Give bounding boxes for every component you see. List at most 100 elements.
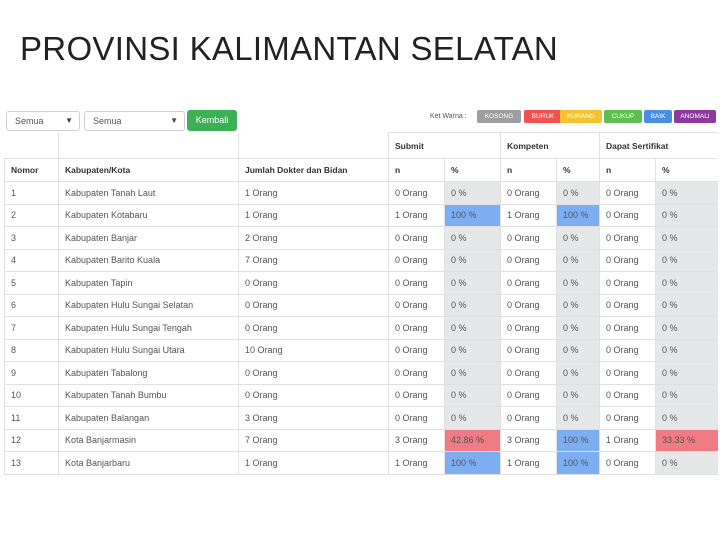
legend-label: Ket Warna : bbox=[430, 113, 467, 120]
submit-pct-cell: 0 % bbox=[444, 316, 501, 340]
column-header-submit-pct[interactable]: % bbox=[444, 158, 501, 182]
filter-select-1-value: Semua bbox=[15, 116, 44, 126]
jumlah-cell: 0 Orang bbox=[238, 271, 389, 295]
submit-n-cell: 0 Orang bbox=[388, 271, 445, 295]
sertifikat-n-cell: 0 Orang bbox=[599, 451, 656, 475]
kabupaten-name: Kabupaten Tanah Laut bbox=[58, 181, 239, 205]
table-row: 3 Kabupaten Banjar 2 Orang 0 Orang 0 % 0… bbox=[4, 226, 718, 250]
sertifikat-n-cell: 0 Orang bbox=[599, 226, 656, 250]
submit-pct-cell: 42.86 % bbox=[444, 428, 501, 452]
kabupaten-name: Kabupaten Balangan bbox=[58, 406, 239, 430]
group-header-sertifikat: Dapat Sertifikat bbox=[598, 132, 718, 159]
chevron-down-icon: ▼ bbox=[65, 116, 73, 125]
chevron-down-icon: ▼ bbox=[170, 116, 178, 125]
submit-pct-cell: 0 % bbox=[444, 361, 501, 385]
sertifikat-pct-cell: 0 % bbox=[654, 203, 718, 227]
sertifikat-n-cell: 0 Orang bbox=[599, 203, 656, 227]
kabupaten-name: Kabupaten Hulu Sungai Tengah bbox=[58, 316, 239, 340]
row-number: 5 bbox=[4, 271, 59, 295]
filter-select-1[interactable]: Semua ▼ bbox=[6, 111, 80, 131]
empty-header bbox=[58, 132, 239, 159]
kompeten-pct-cell: 0 % bbox=[556, 226, 600, 250]
sertifikat-n-cell: 0 Orang bbox=[599, 316, 656, 340]
column-header-kabupaten[interactable]: Kabupaten/Kota bbox=[58, 158, 239, 182]
kabupaten-name: Kabupaten Kotabaru bbox=[58, 203, 239, 227]
group-header-submit: Submit bbox=[388, 132, 501, 159]
kompeten-n-cell: 0 Orang bbox=[500, 271, 557, 295]
kabupaten-name: Kabupaten Tapin bbox=[58, 271, 239, 295]
sertifikat-pct-cell: 0 % bbox=[654, 338, 718, 362]
column-header-kompeten-n[interactable]: n bbox=[500, 158, 557, 182]
kompeten-pct-cell: 0 % bbox=[556, 361, 600, 385]
table-row: 1 Kabupaten Tanah Laut 1 Orang 0 Orang 0… bbox=[4, 181, 718, 205]
table-row: 9 Kabupaten Tabalong 0 Orang 0 Orang 0 %… bbox=[4, 361, 718, 385]
kabupaten-name: Kota Banjarbaru bbox=[58, 451, 239, 475]
kompeten-n-cell: 0 Orang bbox=[500, 361, 557, 385]
row-number: 2 bbox=[4, 203, 59, 227]
sertifikat-pct-cell: 0 % bbox=[654, 451, 718, 475]
submit-pct-cell: 0 % bbox=[444, 293, 501, 317]
kabupaten-name: Kabupaten Hulu Sungai Selatan bbox=[58, 293, 239, 317]
sertifikat-n-cell: 0 Orang bbox=[599, 248, 656, 272]
row-number: 3 bbox=[4, 226, 59, 250]
kompeten-n-cell: 0 Orang bbox=[500, 383, 557, 407]
sertifikat-pct-cell: 0 % bbox=[654, 361, 718, 385]
sertifikat-n-cell: 0 Orang bbox=[599, 338, 656, 362]
jumlah-cell: 10 Orang bbox=[238, 338, 389, 362]
submit-pct-cell: 0 % bbox=[444, 181, 501, 205]
kompeten-pct-cell: 100 % bbox=[556, 451, 600, 475]
submit-n-cell: 1 Orang bbox=[388, 203, 445, 227]
jumlah-cell: 3 Orang bbox=[238, 406, 389, 430]
table-row: 11 Kabupaten Balangan 3 Orang 0 Orang 0 … bbox=[4, 406, 718, 430]
dashboard-screenshot: Semua ▼ Semua ▼ Kembali Ket Warna : KOSO… bbox=[4, 104, 718, 492]
column-header-sertifikat-pct[interactable]: % bbox=[654, 158, 718, 182]
table-row: 7 Kabupaten Hulu Sungai Tengah 0 Orang 0… bbox=[4, 316, 718, 340]
table-row: 8 Kabupaten Hulu Sungai Utara 10 Orang 0… bbox=[4, 338, 718, 362]
column-header-row: Nomor Kabupaten/Kota Jumlah Dokter dan B… bbox=[4, 158, 718, 182]
kabupaten-name: Kota Banjarmasin bbox=[58, 428, 239, 452]
submit-pct-cell: 0 % bbox=[444, 383, 501, 407]
sertifikat-pct-cell: 0 % bbox=[654, 226, 718, 250]
sertifikat-n-cell: 0 Orang bbox=[599, 383, 656, 407]
row-number: 9 bbox=[4, 361, 59, 385]
legend-buruk: BURUK bbox=[524, 110, 562, 123]
kompeten-n-cell: 0 Orang bbox=[500, 293, 557, 317]
kompeten-pct-cell: 0 % bbox=[556, 406, 600, 430]
filter-select-2[interactable]: Semua ▼ bbox=[84, 111, 185, 131]
kompeten-pct-cell: 0 % bbox=[556, 248, 600, 272]
group-header-row: Submit Kompeten Dapat Sertifikat bbox=[4, 132, 718, 159]
kabupaten-name: Kabupaten Barito Kuala bbox=[58, 248, 239, 272]
submit-n-cell: 0 Orang bbox=[388, 361, 445, 385]
slide-title: PROVINSI KALIMANTAN SELATAN bbox=[20, 30, 559, 67]
column-header-nomor[interactable]: Nomor bbox=[4, 158, 59, 182]
column-header-sertifikat-n[interactable]: n bbox=[599, 158, 656, 182]
column-header-jumlah[interactable]: Jumlah Dokter dan Bidan bbox=[238, 158, 389, 182]
back-button[interactable]: Kembali bbox=[187, 110, 237, 131]
table-row: 4 Kabupaten Barito Kuala 7 Orang 0 Orang… bbox=[4, 248, 718, 272]
group-header-kompeten: Kompeten bbox=[500, 132, 600, 159]
kompeten-n-cell: 0 Orang bbox=[500, 248, 557, 272]
kabupaten-name: Kabupaten Tabalong bbox=[58, 361, 239, 385]
kompeten-n-cell: 1 Orang bbox=[500, 203, 557, 227]
submit-pct-cell: 0 % bbox=[444, 248, 501, 272]
row-number: 13 bbox=[4, 451, 59, 475]
legend-baik: BAIK bbox=[644, 110, 672, 123]
column-header-kompeten-pct[interactable]: % bbox=[556, 158, 600, 182]
table-row: 2 Kabupaten Kotabaru 1 Orang 1 Orang 100… bbox=[4, 203, 718, 227]
kompeten-pct-cell: 0 % bbox=[556, 293, 600, 317]
sertifikat-pct-cell: 0 % bbox=[654, 316, 718, 340]
kompeten-pct-cell: 0 % bbox=[556, 181, 600, 205]
sertifikat-pct-cell: 0 % bbox=[654, 406, 718, 430]
submit-pct-cell: 0 % bbox=[444, 406, 501, 430]
filter-toolbar: Semua ▼ Semua ▼ Kembali Ket Warna : KOSO… bbox=[4, 104, 718, 138]
jumlah-cell: 0 Orang bbox=[238, 293, 389, 317]
row-number: 7 bbox=[4, 316, 59, 340]
column-header-submit-n[interactable]: n bbox=[388, 158, 445, 182]
kompeten-pct-cell: 100 % bbox=[556, 203, 600, 227]
row-number: 6 bbox=[4, 293, 59, 317]
row-number: 11 bbox=[4, 406, 59, 430]
legend-kurang: KURANG bbox=[560, 110, 602, 123]
row-number: 12 bbox=[4, 428, 59, 452]
kompeten-n-cell: 0 Orang bbox=[500, 316, 557, 340]
table-row: 10 Kabupaten Tanah Bumbu 0 Orang 0 Orang… bbox=[4, 383, 718, 407]
